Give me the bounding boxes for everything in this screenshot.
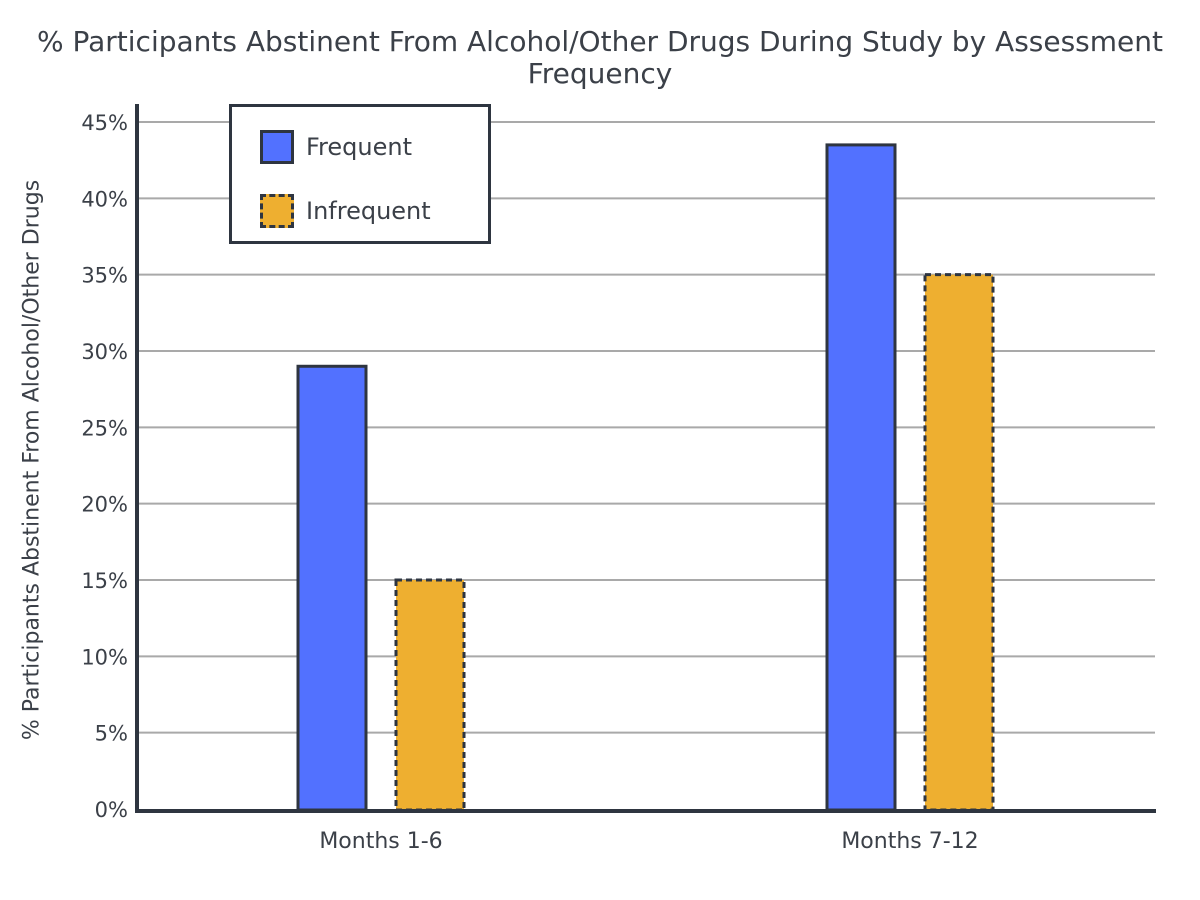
legend-item-infrequent: Infrequent (260, 193, 431, 229)
x-tick-label: Months 7-12 (841, 829, 978, 854)
y-tick-label: 5% (95, 722, 128, 746)
y-axis-ticks: 0% 5% 10% 15% 20% 25% 30% 35% 40% 45% (81, 111, 128, 822)
bar-frequent-1 (296, 364, 368, 812)
bar-frequent-2 (825, 143, 897, 812)
legend-item-frequent: Frequent (260, 129, 412, 165)
bar-infrequent-2 (923, 273, 995, 812)
y-tick-label: 25% (81, 416, 128, 440)
legend-swatch-frequent (260, 130, 294, 164)
y-tick-label: 40% (81, 187, 128, 211)
y-tick-label: 45% (81, 111, 128, 135)
y-tick-label: 10% (81, 645, 128, 669)
legend-label-infrequent: Infrequent (306, 197, 431, 225)
y-tick-label: 30% (81, 340, 128, 364)
y-tick-label: 0% (95, 798, 128, 822)
bars (296, 143, 995, 812)
y-tick-label: 20% (81, 493, 128, 517)
chart-title: % Participants Abstinent From Alcohol/Ot… (36, 25, 1163, 90)
legend: Frequent Infrequent (229, 104, 491, 244)
legend-label-frequent: Frequent (306, 133, 412, 161)
y-tick-label: 35% (81, 264, 128, 288)
legend-swatch-infrequent (260, 194, 294, 228)
bar-infrequent-1 (394, 578, 466, 812)
x-tick-label: Months 1-6 (319, 829, 442, 854)
y-tick-label: 15% (81, 569, 128, 593)
x-axis-ticks: Months 1-6 Months 7-12 (319, 829, 978, 854)
